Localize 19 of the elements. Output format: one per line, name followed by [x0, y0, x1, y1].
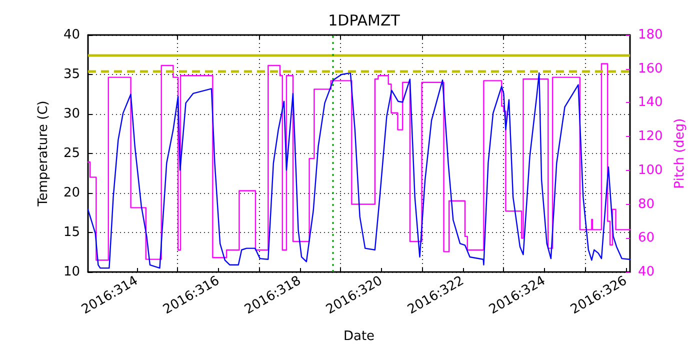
y2-tick-label: 120 [638, 129, 663, 144]
y2-tick-label: 100 [638, 162, 663, 178]
y-tick-label: 15 [63, 225, 80, 240]
y2-tick-label: 80 [638, 196, 655, 212]
y2-tick-label: 160 [638, 61, 663, 76]
y2-tick-label: 180 [638, 28, 663, 42]
chart-title: 1DPAMZT [328, 12, 401, 30]
y2-tick-label: 140 [638, 95, 663, 110]
y-axis-title: Temperature (C) [36, 100, 51, 208]
y-tick-label: 40 [63, 28, 80, 42]
y-tick-label: 25 [63, 146, 80, 161]
y-tick-label: 10 [63, 264, 80, 280]
x-axis-title: Date [343, 329, 375, 344]
y-tick-label: 20 [63, 186, 80, 200]
y2-axis-title: Pitch (deg) [672, 118, 688, 189]
y2-tick-label: 60 [638, 230, 655, 246]
y-tick-label: 35 [63, 67, 80, 82]
y-tick-label: 30 [63, 106, 80, 122]
y2-tick-label: 40 [638, 264, 655, 280]
